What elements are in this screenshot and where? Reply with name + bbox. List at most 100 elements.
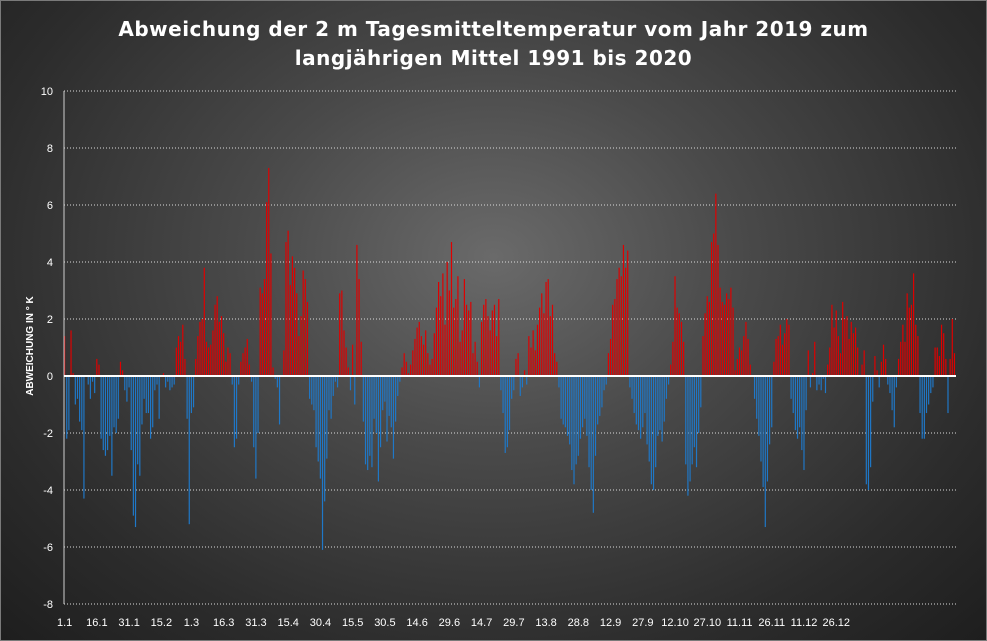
data-bar (513, 376, 515, 391)
data-bar (427, 353, 429, 376)
x-tick-label: 26.11 (758, 617, 785, 629)
data-bar (915, 324, 917, 376)
data-bar (799, 376, 801, 428)
x-tick-label: 30.4 (310, 617, 331, 629)
data-bar (814, 341, 816, 376)
data-bar (248, 364, 251, 376)
data-bar (854, 327, 857, 376)
data-bar (547, 279, 549, 376)
data-bar (339, 293, 341, 376)
data-bar (590, 376, 592, 490)
data-bar (115, 376, 117, 433)
data-bar (925, 376, 928, 414)
data-bar (736, 358, 738, 376)
data-bar (111, 376, 113, 476)
data-bar (167, 376, 169, 382)
data-bar (364, 376, 367, 465)
data-bar (468, 310, 470, 376)
data-bar (857, 347, 859, 376)
data-bar (779, 324, 781, 376)
data-bar (704, 313, 706, 376)
data-bar (369, 376, 371, 456)
data-bar (195, 358, 197, 376)
data-bar (205, 341, 208, 376)
data-bar (289, 284, 291, 376)
data-bar (622, 244, 625, 376)
data-bar (360, 341, 362, 376)
data-bar (807, 350, 809, 376)
data-bar (786, 319, 788, 376)
data-bar (483, 304, 485, 376)
data-bar (319, 376, 321, 479)
data-bar (612, 304, 614, 376)
data-bar (474, 341, 476, 376)
data-bar (930, 376, 932, 394)
data-bar (397, 376, 399, 396)
data-bar (564, 376, 566, 428)
chart-title: Abweichung der 2 m Tagesmitteltemperatur… (1, 15, 986, 73)
data-bar (766, 376, 769, 482)
data-bar (700, 376, 702, 408)
data-bar (784, 333, 786, 376)
data-bar (500, 376, 502, 391)
data-bar (438, 281, 440, 376)
data-bar (534, 350, 536, 376)
data-bar (100, 376, 102, 439)
data-bar (324, 376, 326, 502)
data-bar (399, 376, 401, 382)
data-bar (932, 376, 934, 388)
data-bar (719, 287, 721, 376)
data-bar (216, 296, 218, 376)
data-bar (674, 276, 676, 376)
data-bar (640, 376, 642, 439)
data-bar (128, 376, 130, 388)
data-bar (220, 316, 223, 376)
data-bar (880, 361, 882, 376)
data-bar (91, 376, 94, 382)
data-bar (659, 376, 661, 431)
data-bar (188, 376, 190, 525)
y-axis-label: ABWEICHUNG IN ° K (25, 295, 36, 395)
data-bar (143, 376, 145, 399)
data-bar (405, 361, 407, 376)
data-bar (715, 193, 717, 376)
data-bar (201, 319, 203, 376)
data-bar (186, 376, 188, 419)
data-bar (910, 304, 913, 376)
data-bar (472, 353, 474, 376)
data-bar (341, 290, 343, 376)
data-bar (431, 358, 433, 376)
data-bar (635, 376, 637, 425)
x-tick-label: 11.12 (791, 617, 818, 629)
data-bar (242, 353, 244, 376)
data-bar (354, 376, 356, 405)
data-bar (796, 376, 799, 439)
x-tick-label: 13.8 (535, 617, 556, 629)
data-bar (156, 376, 158, 385)
data-bar (945, 358, 947, 376)
data-bar (809, 376, 812, 388)
data-bar (616, 279, 618, 376)
data-bar (521, 376, 523, 388)
data-bar (304, 279, 306, 376)
data-bar (334, 376, 336, 382)
data-bar (865, 376, 867, 485)
data-bar (584, 376, 586, 419)
data-bar (876, 370, 878, 376)
data-bar (573, 376, 575, 485)
data-bar (620, 276, 622, 376)
data-bar (904, 341, 906, 376)
data-bar (414, 338, 416, 376)
data-bar (76, 376, 79, 399)
data-bar (266, 202, 268, 376)
data-bar (741, 350, 743, 376)
data-bar (317, 376, 319, 462)
data-bar (913, 273, 915, 376)
data-bar (496, 336, 498, 376)
data-bar (523, 370, 526, 376)
data-bar (386, 376, 388, 442)
data-bar (607, 353, 609, 376)
data-bar (511, 376, 513, 399)
data-bar (420, 336, 422, 376)
